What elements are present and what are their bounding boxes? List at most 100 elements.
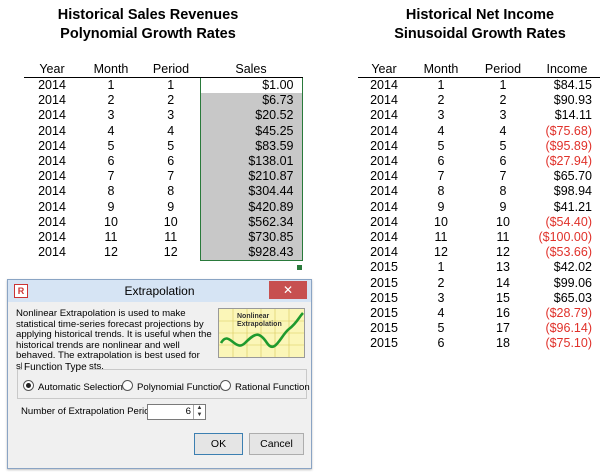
table-cell[interactable]: 12 (163, 245, 178, 260)
table-cell[interactable]: ($95.89) (545, 138, 592, 153)
table-cell[interactable]: 4 (167, 123, 175, 138)
spin-arrows-icon[interactable]: ▲ ▼ (193, 405, 205, 419)
table-cell[interactable]: 2014 (370, 184, 398, 199)
table-cell[interactable]: 16 (496, 305, 510, 320)
table-cell[interactable]: 13 (496, 260, 510, 275)
table-cell[interactable]: $210.87 (199, 169, 303, 185)
table-cell[interactable]: $45.25 (199, 123, 303, 139)
table-cell[interactable]: 2014 (38, 123, 66, 138)
table-cell[interactable]: $14.11 (554, 108, 592, 123)
dialog-titlebar[interactable]: R Extrapolation ✕ (8, 280, 311, 302)
table-cell[interactable]: 2015 (370, 290, 398, 305)
table-cell[interactable]: 2014 (370, 123, 398, 138)
table-cell[interactable]: 2014 (38, 78, 66, 93)
ok-button[interactable]: OK (194, 433, 243, 455)
table-cell[interactable]: 2014 (370, 199, 398, 214)
table-cell[interactable]: 2014 (370, 214, 398, 229)
table-cell[interactable]: 15 (496, 290, 510, 305)
table-cell[interactable]: 2014 (38, 93, 66, 108)
table-cell[interactable]: 18 (496, 336, 510, 351)
table-cell[interactable]: 1 (499, 78, 507, 93)
table-cell[interactable]: 3 (437, 290, 445, 305)
table-cell[interactable]: 4 (107, 123, 115, 138)
table-cell[interactable]: $83.59 (199, 138, 303, 154)
table-cell[interactable]: $1.00 (199, 77, 303, 94)
table-cell[interactable]: 12 (496, 245, 510, 260)
periods-value[interactable]: 6 (185, 406, 191, 417)
table-cell[interactable]: $928.43 (199, 245, 303, 262)
table-cell[interactable]: 9 (107, 199, 115, 214)
table-cell[interactable]: $42.02 (553, 260, 592, 275)
table-cell[interactable]: 7 (107, 169, 115, 184)
table-cell[interactable]: 6 (107, 154, 115, 169)
table-cell[interactable]: 14 (496, 275, 510, 290)
table-cell[interactable]: ($96.14) (545, 321, 592, 336)
radio-automatic-selection[interactable]: Automatic Selection (23, 380, 123, 394)
table-cell[interactable]: 2014 (38, 245, 66, 260)
table-cell[interactable]: 4 (437, 123, 445, 138)
table-cell[interactable]: $20.52 (199, 108, 303, 124)
table-cell[interactable]: 5 (107, 138, 115, 153)
table-cell[interactable]: 2015 (370, 336, 398, 351)
table-cell[interactable]: 17 (496, 321, 510, 336)
table-cell[interactable]: 2014 (370, 169, 398, 184)
table-cell[interactable]: 2014 (370, 138, 398, 153)
cancel-button[interactable]: Cancel (249, 433, 304, 455)
table-cell[interactable]: 1 (107, 78, 115, 93)
table-cell[interactable]: $562.34 (199, 214, 303, 230)
table-cell[interactable]: 2 (107, 93, 115, 108)
table-cell[interactable]: 7 (499, 169, 507, 184)
table-cell[interactable]: 6 (437, 154, 445, 169)
radio-polynomial-function[interactable]: Polynomial Function (122, 380, 223, 394)
table-cell[interactable]: 11 (164, 229, 178, 244)
table-cell[interactable]: 8 (167, 184, 175, 199)
table-cell[interactable]: 1 (437, 260, 445, 275)
table-cell[interactable]: 12 (434, 245, 448, 260)
table-cell[interactable]: 2014 (38, 214, 66, 229)
table-cell[interactable]: 7 (167, 169, 175, 184)
table-cell[interactable]: 2015 (370, 275, 398, 290)
table-cell[interactable]: 3 (499, 108, 507, 123)
table-cell[interactable]: 2014 (370, 108, 398, 123)
table-cell[interactable]: ($75.68) (545, 123, 592, 138)
table-cell[interactable]: 3 (107, 108, 115, 123)
table-cell[interactable]: 2 (167, 93, 175, 108)
table-cell[interactable]: 2014 (370, 229, 398, 244)
table-cell[interactable]: 1 (437, 78, 445, 93)
table-cell[interactable]: 10 (496, 214, 510, 229)
table-cell[interactable]: ($53.66) (545, 245, 592, 260)
table-cell[interactable]: $65.70 (553, 169, 592, 184)
table-cell[interactable]: 7 (437, 169, 445, 184)
table-cell[interactable]: 12 (104, 245, 118, 260)
table-cell[interactable]: 9 (437, 199, 445, 214)
table-cell[interactable]: ($54.40) (545, 214, 592, 229)
table-cell[interactable]: 6 (437, 336, 445, 351)
table-cell[interactable]: 8 (499, 184, 507, 199)
table-cell[interactable]: 2014 (38, 184, 66, 199)
table-cell[interactable]: $99.06 (553, 275, 592, 290)
table-cell[interactable]: 9 (499, 199, 507, 214)
table-cell[interactable]: 2014 (370, 154, 398, 169)
table-cell[interactable]: 10 (163, 214, 178, 229)
table-cell[interactable]: 11 (434, 229, 448, 244)
table-cell[interactable]: 4 (437, 305, 445, 320)
table-cell[interactable]: ($28.79) (545, 305, 592, 320)
table-cell[interactable]: 8 (437, 184, 445, 199)
table-cell[interactable]: 2015 (370, 321, 398, 336)
table-cell[interactable]: 2014 (38, 154, 66, 169)
table-cell[interactable]: 5 (499, 138, 507, 153)
table-cell[interactable]: $6.73 (199, 93, 303, 109)
table-cell[interactable]: 2014 (38, 229, 66, 244)
table-cell[interactable]: $84.15 (553, 78, 592, 93)
table-cell[interactable]: 5 (167, 138, 175, 153)
table-cell[interactable]: 2 (437, 275, 445, 290)
radio-rational-function[interactable]: Rational Function (220, 380, 310, 394)
table-cell[interactable]: $41.21 (553, 199, 592, 214)
periods-stepper[interactable]: 6 ▲ ▼ (147, 404, 206, 420)
table-cell[interactable]: 2014 (38, 199, 66, 214)
table-cell[interactable]: 5 (437, 138, 445, 153)
table-cell[interactable]: $138.01 (199, 153, 303, 170)
table-cell[interactable]: 8 (107, 184, 115, 199)
close-button[interactable]: ✕ (269, 281, 307, 299)
table-cell[interactable]: 3 (167, 108, 175, 123)
